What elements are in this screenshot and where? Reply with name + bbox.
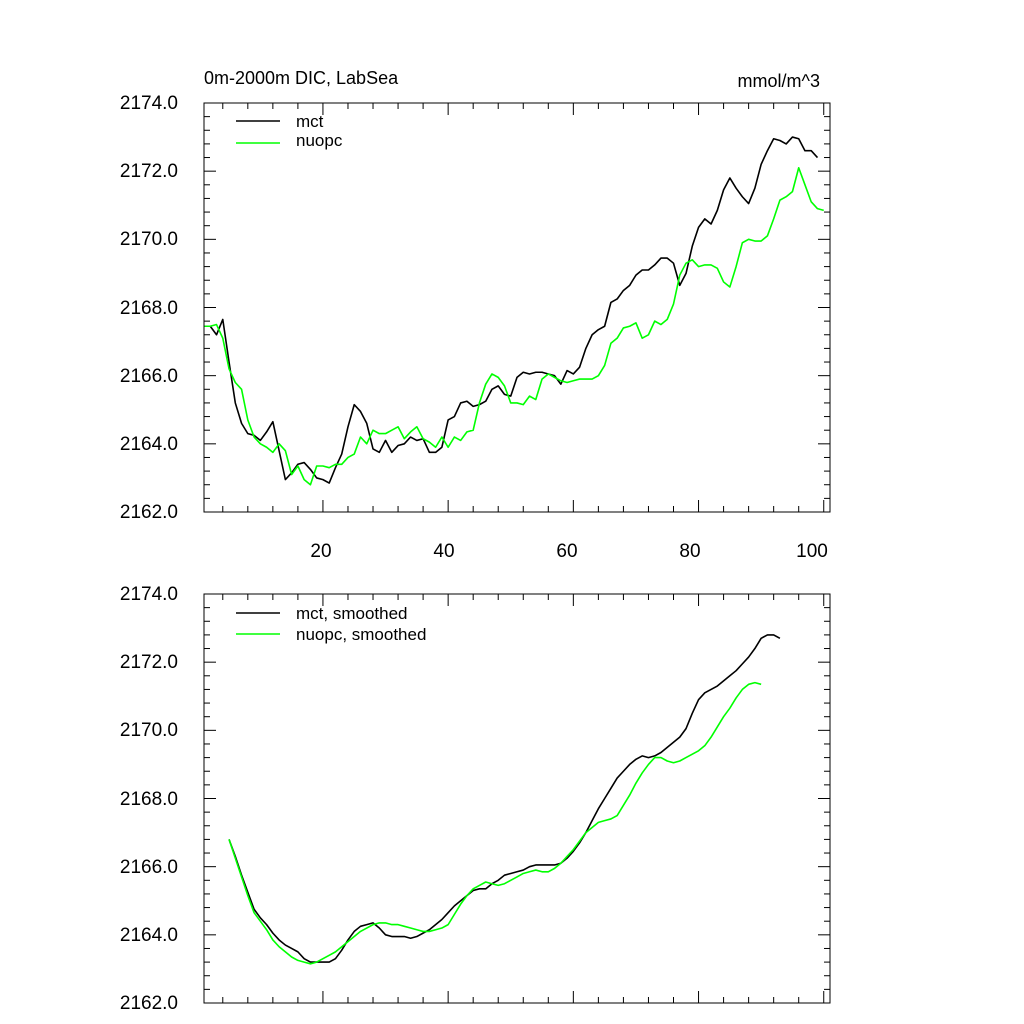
bottom-legend-label-mct: mct, smoothed [296,604,408,623]
top-y-label-2164: 2164.0 [120,434,178,455]
top-series-line-nuopc [204,166,824,486]
bottom-panel: 2174.0 2172.0 2170.0 2168.0 2166.0 2164.… [120,584,831,1014]
top-x-label-80: 80 [679,541,700,562]
bottom-lines [228,634,781,965]
bottom-y-label-2170: 2170.0 [120,720,178,741]
bottom-y-label-2172: 2172.0 [120,652,178,673]
top-x-label-100: 100 [796,541,828,562]
bottom-legend-label-nuopc: nuopc, smoothed [296,625,426,644]
bottom-legend: mct, smoothed nuopc, smoothed [236,604,426,644]
top-x-tick-labels: 20 40 60 80 100 [310,541,827,562]
bottom-y-label-2166: 2166.0 [120,857,178,878]
top-y-tick-labels: 2174.0 2172.0 2170.0 2168.0 2166.0 2164.… [120,93,178,523]
top-legend: mct nuopc [236,112,343,150]
bottom-series-line-nuopc [228,681,762,965]
bottom-y-tick-labels: 2174.0 2172.0 2170.0 2168.0 2166.0 2164.… [120,584,178,1014]
bottom-y-label-2174: 2174.0 [120,584,178,605]
top-plot-frame [203,102,831,513]
top-lines [204,136,824,486]
top-chart-units: mmol/m^3 [738,71,820,91]
top-series-line-mct [204,136,819,484]
top-y-label-2170: 2170.0 [120,229,178,250]
top-y-label-2168: 2168.0 [120,298,178,319]
top-panel: 0m-2000m DIC, LabSea mmol/m^3 2174.0 217… [120,68,831,562]
top-legend-label-mct: mct [296,112,324,131]
top-ticks [204,102,830,513]
top-legend-label-nuopc: nuopc [296,131,343,150]
top-y-label-2166: 2166.0 [120,366,178,387]
bottom-series-line-mct [228,634,781,963]
top-x-label-60: 60 [556,541,577,562]
top-x-label-40: 40 [433,541,454,562]
bottom-plot-frame [203,593,831,1004]
top-y-label-2174: 2174.0 [120,93,178,114]
bottom-y-label-2164: 2164.0 [120,925,178,946]
top-y-label-2172: 2172.0 [120,161,178,182]
top-x-label-20: 20 [310,541,331,562]
bottom-y-label-2162: 2162.0 [120,993,178,1014]
bottom-y-label-2168: 2168.0 [120,789,178,810]
top-chart-title: 0m-2000m DIC, LabSea [204,68,399,88]
top-y-label-2162: 2162.0 [120,502,178,523]
bottom-ticks [204,593,830,1004]
